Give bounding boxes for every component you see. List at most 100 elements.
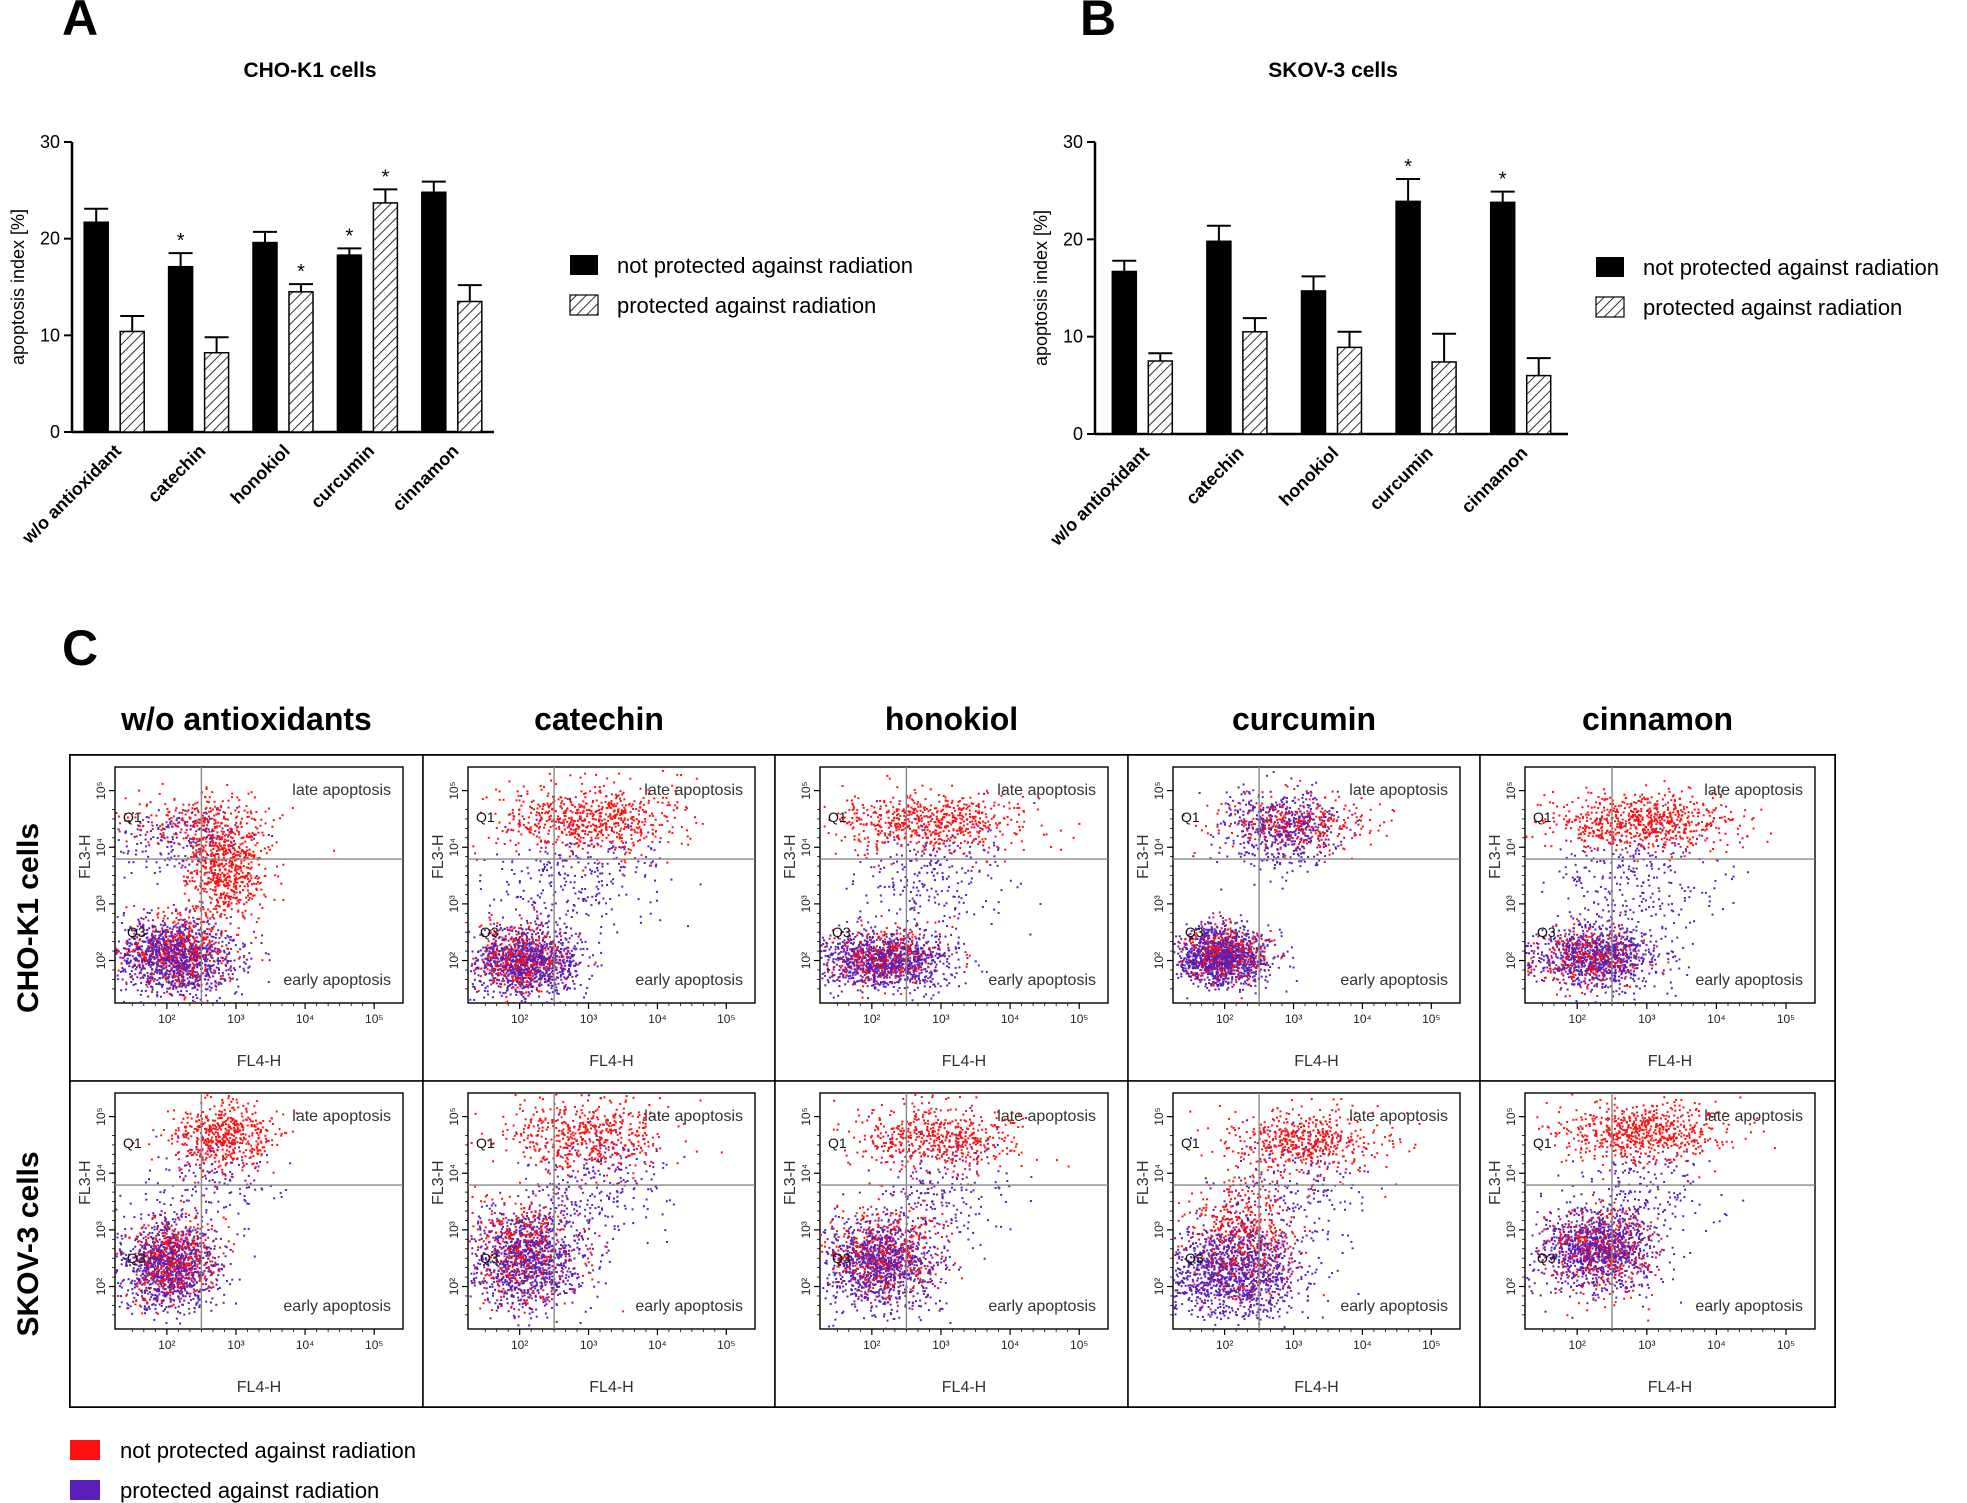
event-dot (212, 830, 215, 833)
y-tick-label: 30 (40, 132, 60, 152)
event-dot (492, 971, 495, 974)
event-dot (150, 963, 153, 966)
event-dot (564, 968, 567, 971)
event-dot (158, 946, 161, 949)
event-dot (540, 957, 543, 960)
event-dot (165, 980, 168, 983)
event-dot (183, 957, 186, 960)
event-dot (137, 960, 140, 963)
event-dot (522, 898, 525, 900)
event-dot (183, 979, 186, 982)
event-dot (544, 968, 547, 971)
event-dot (562, 969, 565, 972)
event-dot (169, 943, 172, 946)
event-dot (561, 800, 564, 803)
event-dot (559, 805, 562, 808)
event-dot (209, 866, 212, 869)
event-dot (595, 818, 597, 821)
event-dot (547, 978, 550, 980)
event-dot (547, 983, 550, 986)
event-dot (520, 870, 523, 873)
event-dot (175, 934, 178, 937)
event-dot (172, 921, 175, 924)
event-dot (201, 943, 204, 946)
event-dot (226, 904, 229, 907)
event-dot (175, 972, 178, 975)
event-dot (203, 836, 206, 839)
event-dot (544, 974, 547, 977)
event-dot (237, 868, 240, 871)
event-dot (204, 969, 207, 972)
event-dot (194, 855, 197, 858)
event-dot (221, 846, 224, 849)
event-dot (487, 962, 489, 965)
event-dot (124, 968, 126, 971)
event-dot (592, 823, 595, 826)
event-dot (634, 831, 637, 834)
event-dot (551, 991, 554, 994)
event-dot (245, 822, 248, 825)
event-dot (172, 903, 175, 906)
event-dot (146, 960, 148, 962)
event-dot (198, 843, 201, 846)
event-dot (166, 976, 169, 979)
event-dot (522, 956, 525, 959)
event-dot (554, 841, 557, 844)
event-dot (193, 963, 196, 966)
event-dot (502, 949, 505, 952)
event-dot (121, 978, 124, 981)
event-dot (642, 796, 645, 799)
event-dot (494, 936, 497, 939)
event-dot (196, 917, 199, 920)
event-dot (620, 827, 623, 830)
event-dot (257, 831, 260, 834)
event-dot (225, 944, 228, 947)
event-dot (192, 845, 195, 848)
event-dot (216, 834, 219, 837)
event-dot (170, 856, 173, 859)
event-dot (551, 952, 554, 955)
event-dot (208, 947, 211, 950)
event-dot (187, 899, 190, 902)
y-tick-label: 10² (94, 952, 108, 969)
event-dot (548, 810, 551, 813)
event-dot (166, 863, 169, 866)
event-dot (551, 975, 554, 978)
event-dot (237, 910, 240, 913)
event-dot (172, 938, 175, 941)
event-dot (182, 942, 185, 945)
event-dot (156, 824, 159, 827)
event-dot (245, 846, 248, 849)
event-dot (234, 869, 237, 872)
event-dot (178, 927, 181, 930)
event-dot (544, 840, 547, 843)
event-dot (541, 808, 544, 810)
event-dot (234, 879, 237, 882)
event-dot (213, 865, 216, 868)
event-dot (517, 932, 520, 935)
event-dot (184, 908, 187, 911)
event-dot (209, 944, 212, 947)
event-dot (581, 898, 584, 901)
event-dot (582, 836, 585, 839)
event-dot (629, 849, 632, 852)
event-dot (187, 950, 190, 953)
event-dot (615, 822, 618, 825)
event-dot (583, 805, 586, 808)
event-dot (219, 977, 222, 980)
event-dot (123, 1000, 125, 1003)
event-dot (539, 850, 542, 853)
event-dot (145, 803, 148, 806)
event-dot (526, 967, 529, 970)
event-dot (251, 897, 254, 900)
bar-not-protected (1300, 290, 1327, 435)
early-apoptosis-label: early apoptosis (283, 972, 391, 989)
event-dot (582, 810, 585, 812)
event-dot (220, 962, 223, 965)
event-dot (581, 805, 584, 808)
bar-not-protected (1206, 240, 1232, 435)
event-dot (166, 955, 169, 958)
event-dot (596, 833, 599, 836)
event-dot (514, 844, 517, 846)
event-dot (594, 895, 597, 898)
